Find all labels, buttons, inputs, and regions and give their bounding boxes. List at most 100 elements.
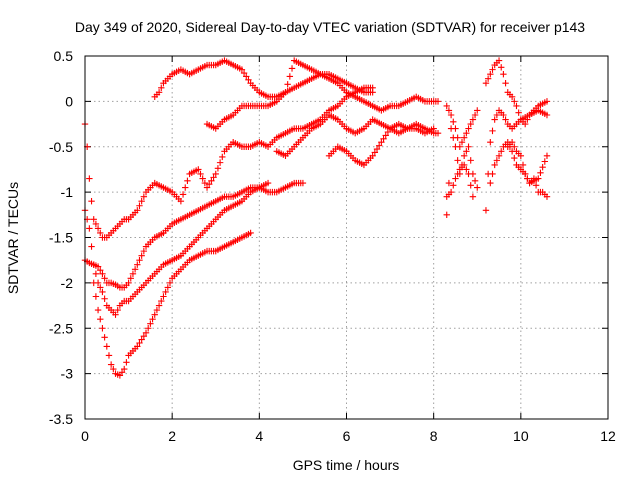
series-track-h [325,120,437,169]
data-point [177,198,185,205]
data-point [371,149,379,156]
data-point [482,207,490,214]
data-point [452,175,459,182]
data-point [101,275,108,282]
data-point [158,84,165,91]
data-point [160,293,167,300]
data-point [532,182,540,189]
data-point [214,165,222,172]
data-point [543,193,551,200]
data-point [97,229,104,237]
series-track-g [273,111,442,160]
data-point [463,166,470,173]
data-point [282,89,289,96]
data-point [138,198,145,205]
data-point [238,66,246,73]
data-point [158,297,165,305]
data-point [88,198,95,205]
data-point [162,288,169,296]
data-point [474,107,481,114]
data-point [467,182,474,189]
data-point [493,157,501,164]
y-tick-label: 0.5 [54,48,74,64]
data-point [537,169,544,177]
data-point [142,329,150,336]
data-point [543,152,551,160]
data-point [502,116,509,123]
data-point [491,161,498,169]
data-point [484,75,492,82]
data-point [144,325,152,332]
data-point [515,109,522,116]
data-point [131,266,139,273]
data-point [489,170,496,178]
data-point [138,252,145,259]
data-point [521,170,529,178]
data-point [94,306,102,314]
series-track-d [90,229,254,379]
data-point [99,288,106,296]
data-point [511,98,518,105]
data-point [508,139,516,146]
data-point [129,270,137,277]
data-point [286,73,294,80]
data-point [99,270,106,277]
data-point [502,80,509,87]
data-point [245,76,252,84]
data-point [375,142,383,149]
data-point [447,188,455,196]
y-tick-label: 0 [65,93,73,109]
data-point [88,243,95,250]
data-point [284,81,291,88]
y-tick-label: -3 [61,366,74,382]
data-point [500,111,507,119]
y-axis-title: SDTVAR / TECUs [5,182,21,294]
data-point [382,132,389,139]
data-point [511,154,518,162]
data-point [288,65,296,72]
data-point [206,180,213,188]
data-point [138,336,145,343]
data-point [94,263,102,270]
data-point [519,161,527,169]
data-point [474,184,481,191]
data-point [498,64,505,71]
y-tick-label: -3.5 [49,411,73,427]
data-point [101,295,108,302]
data-point [467,120,474,128]
x-axis-title: GPS time / hours [293,457,400,473]
data-point [123,359,130,366]
data-point [454,170,461,178]
data-point [489,127,496,135]
data-point [179,191,187,198]
data-point [495,152,503,160]
x-tick-label: 6 [343,428,351,444]
data-point [482,80,490,87]
data-point [524,175,531,182]
series-layer [81,57,551,379]
data-point [450,118,457,125]
y-tick-label: -0.5 [49,139,73,155]
plot-frame [84,55,609,420]
data-point [110,365,117,373]
y-tick-label: -2 [61,275,74,291]
data-point [508,93,516,101]
data-point [530,175,538,182]
data-point [134,261,141,268]
data-point [430,125,437,132]
data-point [134,343,141,350]
data-point [195,166,202,173]
data-point [463,129,470,137]
data-point [380,135,387,143]
y-tick-label: -1.5 [49,230,73,246]
data-point [125,279,132,287]
data-point [240,69,248,77]
data-point [140,193,148,200]
data-point [445,107,453,114]
data-point [456,143,464,150]
data-point [500,70,507,78]
y-tick-label: -1 [61,184,74,200]
data-point [121,365,128,373]
x-tick-label: 10 [513,428,529,444]
